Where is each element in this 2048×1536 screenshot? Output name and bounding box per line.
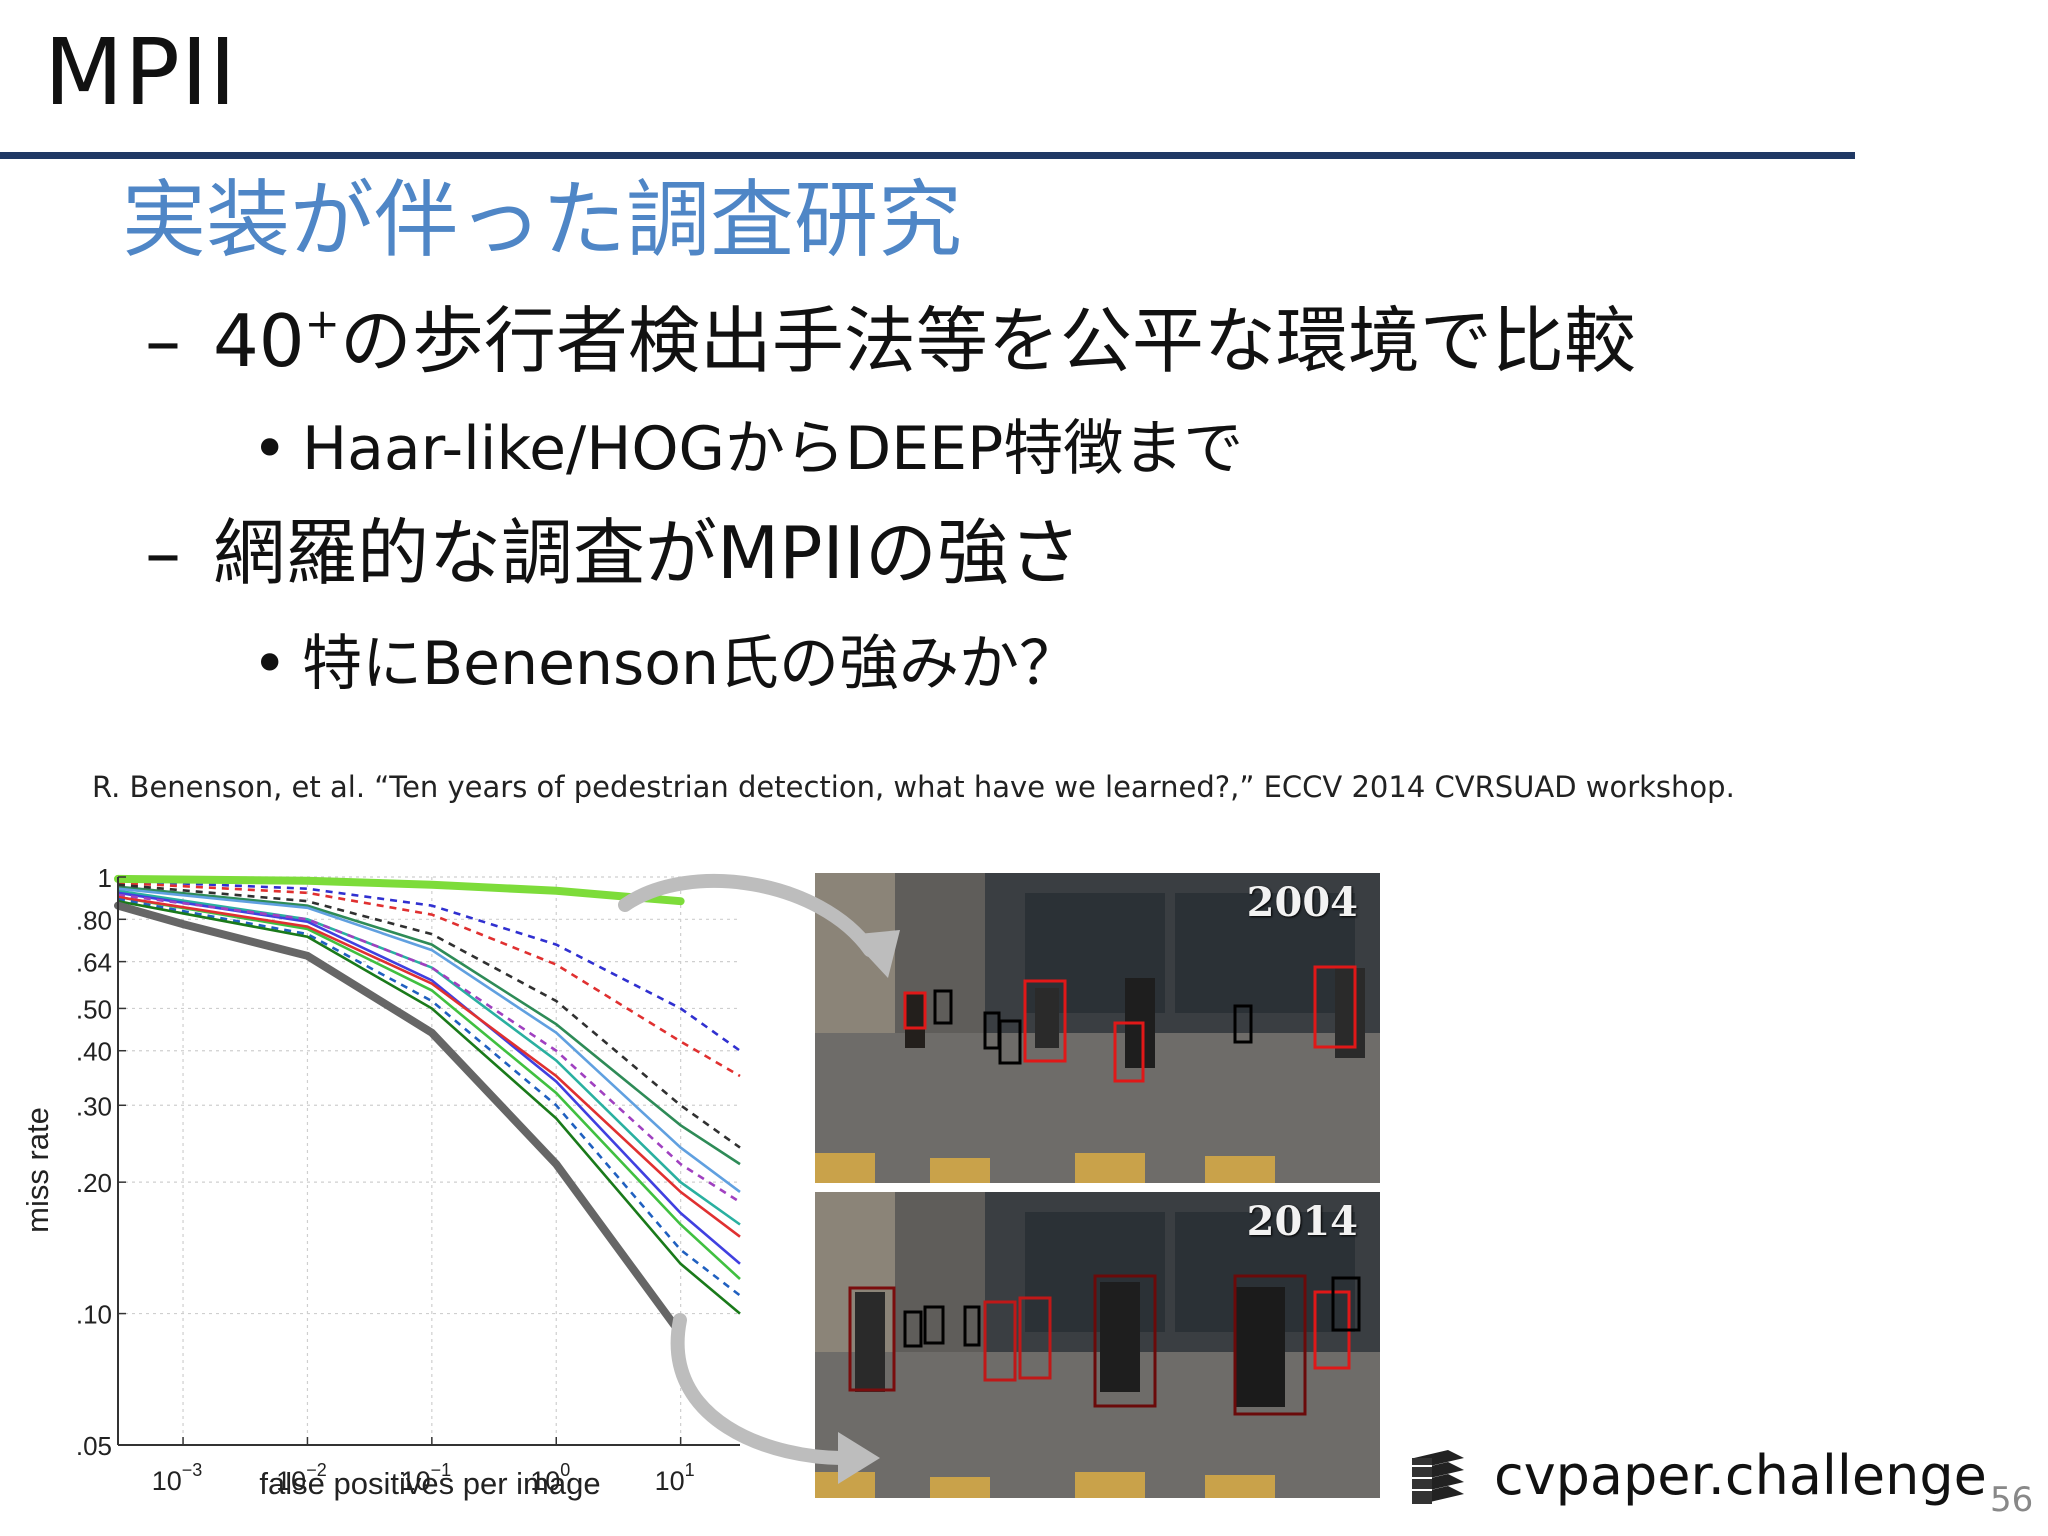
series-line: [117, 893, 741, 1204]
photo-year-label: 2004: [1246, 879, 1358, 926]
series-line: [117, 899, 741, 1315]
slide-title: MPII: [44, 19, 238, 126]
bullet-count: 40: [213, 299, 305, 383]
series-line: [117, 895, 741, 1280]
cvpaper-logo: cvpaper.challenge: [1408, 1440, 1987, 1510]
series-line: [117, 885, 741, 1166]
dot-marker: •: [252, 414, 288, 484]
y-tick-label: .30: [76, 1091, 112, 1121]
dash-marker: –: [145, 299, 181, 383]
x-tick-label: 10−2: [276, 1460, 327, 1496]
logo-text: cvpaper.challenge: [1494, 1443, 1987, 1507]
chart-series: [114, 874, 741, 1338]
bullet-count-plus: +: [304, 299, 340, 348]
series-line: [117, 879, 741, 1052]
x-tick-label: 10−3: [152, 1460, 203, 1496]
y-tick-label: .80: [76, 905, 112, 935]
dash-marker: –: [145, 511, 181, 595]
series-line: [117, 881, 741, 1078]
bullet-survey-strength: – 網羅的な調査がMPIIの強さ: [145, 512, 1081, 595]
y-tick-label: .40: [76, 1037, 112, 1067]
bullet-text: Haar-like/HOGからDEEP特徴まで: [302, 414, 1244, 484]
bullet-feature-range: • Haar-like/HOGからDEEP特徴まで: [252, 415, 1243, 484]
x-axis-label: false positives per image: [259, 1466, 600, 1501]
bullet-text: 特にBenenson氏の強みか？: [302, 629, 1080, 699]
title-underline: [0, 152, 1855, 159]
y-axis-label: miss rate: [20, 1107, 55, 1233]
y-tick-label: .05: [76, 1431, 112, 1461]
page-number: 56: [1990, 1480, 2034, 1520]
pedestrian-photo-2004: 2004: [815, 873, 1380, 1183]
section-heading: 実装が伴った調査研究: [122, 171, 963, 269]
series-line: [117, 883, 741, 1149]
bullet-text: の歩行者検出手法等を公平な環境で比較: [339, 299, 1636, 383]
series-line: [117, 895, 741, 1238]
citation: R. Benenson, et al. “Ten years of pedest…: [92, 770, 1735, 804]
series-line: [117, 897, 741, 1297]
dot-marker: •: [252, 629, 288, 699]
bullet-text: 網羅的な調査がMPIIの強さ: [213, 511, 1082, 595]
pedestrian-photo-2014: 2014: [815, 1192, 1380, 1498]
y-tick-label: .10: [76, 1300, 112, 1330]
y-tick-label: 1: [98, 863, 112, 893]
y-tick-label: .50: [76, 994, 112, 1024]
series-line: [117, 887, 741, 1193]
highlight-line-2014: [114, 901, 685, 1338]
highlight-line-2004: [114, 874, 685, 906]
y-tick-label: .20: [76, 1168, 112, 1198]
stacked-layers-icon: [1412, 1450, 1464, 1504]
y-tick-label: .64: [76, 948, 112, 978]
x-tick-label: 101: [655, 1460, 695, 1496]
photo-year-label: 2014: [1246, 1198, 1358, 1245]
bullet-compare-methods: –40+の歩行者検出手法等を公平な環境で比較: [145, 300, 1636, 383]
series-line: [117, 889, 741, 1226]
bullet-benenson: • 特にBenenson氏の強みか？: [252, 630, 1079, 699]
